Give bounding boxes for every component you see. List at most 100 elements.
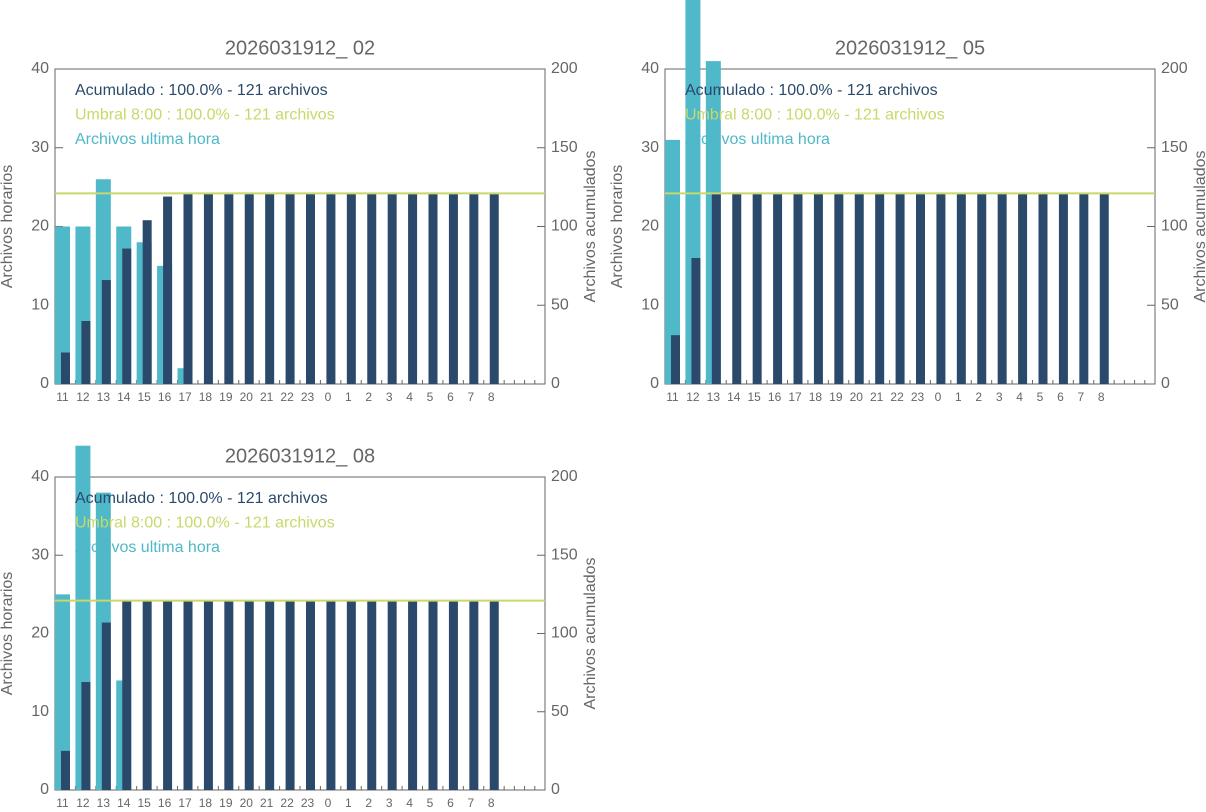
x-tick-label: 21	[260, 796, 274, 810]
x-tick-label: 5	[427, 390, 434, 404]
x-tick-label: 0	[325, 796, 332, 810]
x-tick-label: 16	[158, 796, 172, 810]
x-tick-label: 22	[280, 796, 294, 810]
x-tick-label: 19	[219, 390, 233, 404]
bar	[163, 600, 173, 790]
x-tick-label: 0	[935, 390, 942, 404]
y2-tick-label: 200	[1161, 60, 1188, 77]
bar	[854, 193, 864, 384]
y2-tick-label: 150	[551, 546, 578, 563]
bar	[81, 321, 91, 384]
x-tick-label: 12	[76, 390, 90, 404]
bar	[81, 682, 91, 790]
x-tick-label: 14	[727, 390, 741, 404]
bar	[387, 193, 397, 384]
x-tick-label: 8	[1098, 390, 1105, 404]
x-tick-label: 1	[345, 390, 352, 404]
y-tick-label: 0	[40, 375, 49, 392]
x-tick-label: 17	[788, 390, 802, 404]
x-tick-label: 6	[447, 796, 454, 810]
y-tick-label: 40	[641, 60, 659, 77]
y-tick-label: 40	[31, 468, 49, 485]
x-tick-label: 22	[280, 390, 294, 404]
bar	[1018, 193, 1028, 384]
x-tick-label: 16	[158, 390, 172, 404]
x-tick-label: 19	[829, 390, 843, 404]
bar	[671, 335, 680, 384]
x-tick-label: 7	[467, 796, 474, 810]
y2-tick-label: 0	[1161, 375, 1170, 392]
bar	[387, 600, 397, 790]
bar	[203, 193, 213, 384]
y2-tick-label: 100	[1161, 218, 1188, 235]
bar	[408, 193, 418, 384]
x-tick-label: 18	[809, 390, 823, 404]
chart-title: 2026031912_ 05	[835, 37, 985, 59]
x-tick-label: 4	[1016, 390, 1023, 404]
y2-tick-label: 100	[551, 218, 578, 235]
y2-axis-label: Archivos acumulados	[1192, 150, 1206, 302]
y2-tick-label: 0	[551, 375, 560, 392]
bar	[265, 600, 275, 790]
x-tick-label: 11	[56, 796, 69, 810]
x-tick-label: 18	[199, 390, 213, 404]
x-tick-label: 15	[137, 796, 151, 810]
bar	[61, 352, 70, 384]
bar	[875, 193, 885, 384]
bar	[61, 750, 70, 790]
bar	[408, 600, 418, 790]
x-tick-label: 12	[686, 390, 700, 404]
x-tick-label: 1	[955, 390, 962, 404]
x-tick-label: 14	[117, 390, 131, 404]
bar	[448, 193, 458, 384]
x-tick-label: 13	[97, 390, 111, 404]
y-axis-label: Archivos horarios	[0, 165, 16, 289]
x-tick-label: 2	[365, 796, 372, 810]
y2-tick-label: 200	[551, 60, 578, 77]
x-tick-label: 13	[707, 390, 721, 404]
bar	[142, 600, 152, 790]
bar	[163, 196, 173, 384]
y2-tick-label: 0	[551, 781, 560, 798]
bar	[711, 193, 721, 384]
y-tick-label: 40	[31, 60, 49, 77]
bar	[489, 193, 499, 384]
y2-tick-label: 150	[1161, 139, 1188, 156]
y-tick-label: 20	[31, 625, 49, 642]
x-tick-label: 20	[240, 390, 254, 404]
bar	[448, 600, 458, 790]
y-tick-label: 30	[31, 139, 49, 156]
y2-axis-label: Archivos acumulados	[582, 557, 599, 709]
x-tick-label: 12	[76, 796, 90, 810]
x-tick-label: 6	[1057, 390, 1064, 404]
x-tick-label: 2	[365, 390, 372, 404]
bar	[122, 600, 132, 790]
x-tick-label: 11	[56, 390, 69, 404]
x-tick-label: 6	[447, 390, 454, 404]
x-tick-label: 1	[345, 796, 352, 810]
bar	[367, 600, 377, 790]
legend-entry: Acumulado : 100.0% - 121 archivos	[75, 490, 328, 507]
legend-entry: Acumulado : 100.0% - 121 archivos	[685, 82, 938, 99]
y2-tick-label: 100	[551, 625, 578, 642]
bar	[265, 193, 275, 384]
legend-entry: Umbral 8:00 : 100.0% - 121 archivos	[75, 515, 335, 532]
bar	[691, 258, 701, 384]
chart-title: 2026031912_ 02	[225, 37, 375, 59]
x-tick-label: 7	[467, 390, 474, 404]
bar	[183, 600, 193, 790]
x-tick-label: 19	[219, 796, 233, 810]
bar	[55, 594, 70, 790]
x-tick-label: 2	[975, 390, 982, 404]
y2-tick-label: 50	[551, 296, 569, 313]
x-tick-label: 8	[488, 390, 495, 404]
bar	[752, 193, 762, 384]
bar	[183, 193, 193, 384]
x-tick-label: 23	[301, 796, 315, 810]
x-tick-label: 21	[870, 390, 884, 404]
y2-tick-label: 50	[551, 703, 569, 720]
x-tick-label: 3	[996, 390, 1003, 404]
bar	[916, 193, 925, 384]
bar	[469, 600, 479, 790]
